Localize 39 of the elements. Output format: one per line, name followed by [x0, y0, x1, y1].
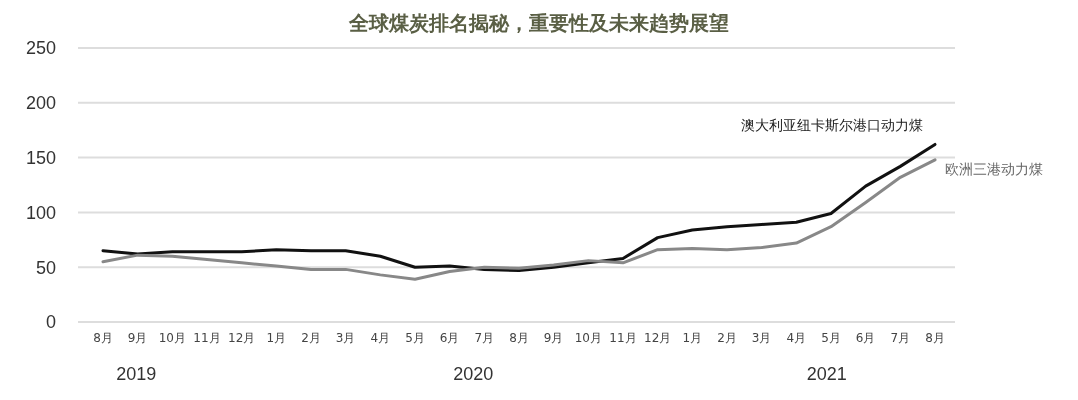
x-tick-label: 10月	[158, 331, 186, 345]
x-tick-label: 4月	[786, 331, 807, 345]
text: 2021	[806, 364, 847, 384]
text: 2019	[116, 364, 157, 384]
y-tick-label: 50	[35, 257, 56, 278]
text: 2020	[453, 364, 494, 384]
y-tick-label: 150	[25, 147, 56, 168]
x-tick-label: 9月	[543, 331, 564, 345]
chart-title: 全球煤炭排名揭秘，重要性及未来趋势展望	[348, 11, 729, 35]
x-tick-label: 1月	[682, 331, 703, 345]
line-series	[101, 142, 937, 272]
x-tick-label: 12月	[644, 331, 672, 345]
x-tick-label: 7月	[474, 331, 495, 345]
x-tick-label: 11月	[609, 331, 637, 345]
x-tick-label: 2月	[717, 331, 737, 345]
x-tick-label: 8月	[509, 331, 529, 345]
x-tick-label: 5月	[821, 331, 841, 345]
x-tick-label: 8月	[93, 331, 113, 345]
series-label: 欧洲三港动力煤	[945, 160, 1043, 177]
x-tick-label: 8月	[925, 331, 945, 345]
x-tick-label: 6月	[439, 331, 460, 345]
x-tick-label: 6月	[855, 331, 876, 345]
x-tick-label: 10月	[574, 331, 602, 345]
x-tick-label: 2月	[301, 331, 321, 345]
series-label: 澳大利亚纽卡斯尔港口动力煤	[741, 117, 923, 134]
y-tick-label: 100	[25, 202, 56, 223]
x-tick-label: 11月	[193, 331, 221, 345]
y-tick-label: 0	[45, 312, 56, 333]
line-series	[101, 158, 937, 281]
x-tick-label: 5月	[405, 331, 425, 345]
x-tick-label: 4月	[370, 331, 391, 345]
y-tick-label: 250	[25, 38, 56, 59]
x-tick-label: 7月	[890, 331, 911, 345]
y-tick-label: 200	[25, 93, 56, 114]
x-tick-label: 9月	[127, 331, 148, 345]
x-tick-label: 1月	[266, 331, 287, 345]
x-tick-label: 3月	[335, 331, 356, 345]
x-tick-label: 12月	[228, 331, 256, 345]
x-tick-label: 3月	[751, 331, 772, 345]
